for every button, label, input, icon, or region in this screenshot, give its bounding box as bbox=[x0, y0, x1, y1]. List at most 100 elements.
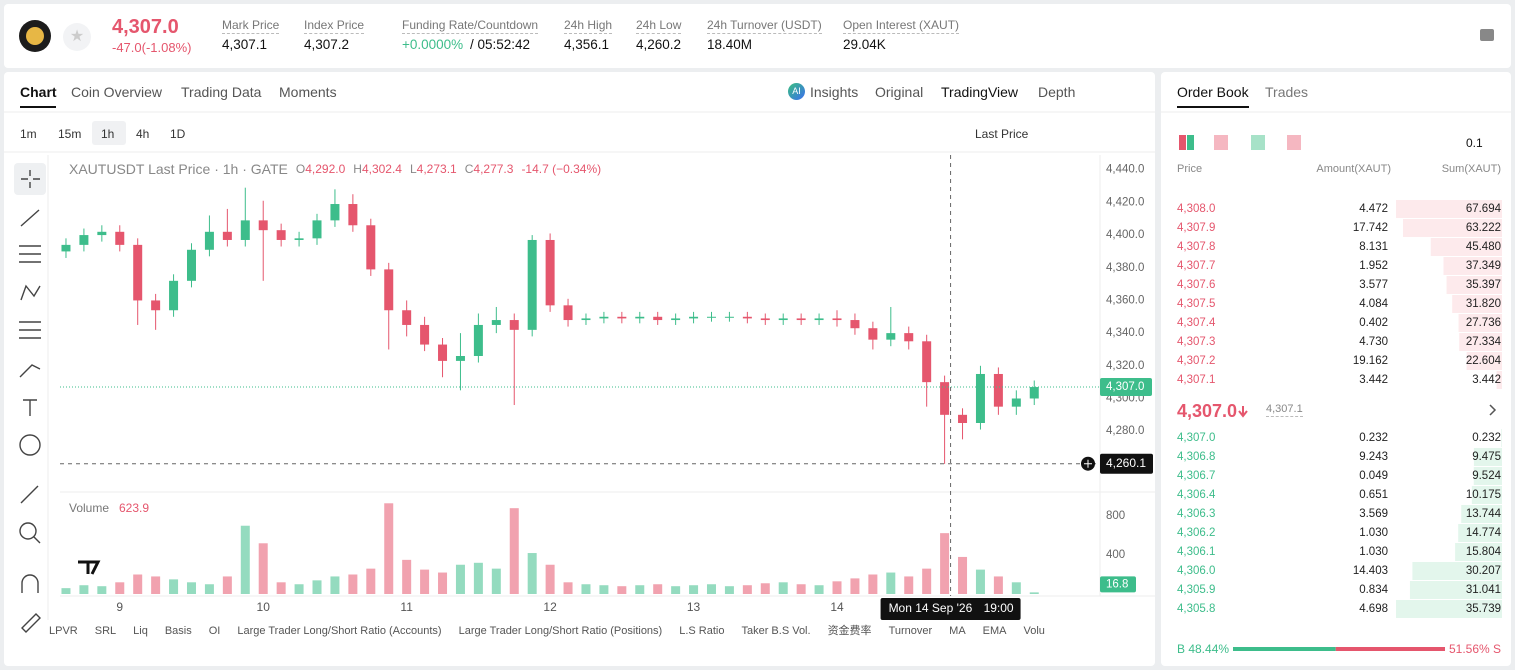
depth-bar bbox=[1461, 505, 1502, 523]
chevron[interactable] bbox=[1489, 404, 1497, 416]
candle-body bbox=[635, 316, 645, 319]
volume-bar bbox=[473, 562, 483, 594]
volume-bar bbox=[545, 564, 555, 594]
legend-key: L bbox=[410, 162, 417, 176]
indicator-tab[interactable]: LPVR bbox=[49, 625, 78, 637]
candle-body bbox=[151, 300, 161, 311]
indicator-tab[interactable]: Large Trader Long/Short Ratio (Positions… bbox=[458, 625, 663, 637]
stat-value: 18.40M bbox=[707, 37, 753, 52]
depth-bar bbox=[1501, 429, 1502, 447]
last-volume-box bbox=[1100, 576, 1136, 593]
ob-price: 4,307.9 bbox=[1177, 222, 1216, 234]
candle-body bbox=[796, 318, 806, 321]
indicator-tab[interactable]: 资金费率 bbox=[827, 625, 872, 637]
indicator-tab[interactable]: OI bbox=[208, 625, 221, 637]
ob-amount: 19.162 bbox=[1352, 355, 1388, 367]
crosshair-hour: 19:00 bbox=[984, 601, 1014, 615]
indicator-tab[interactable]: L.S Ratio bbox=[679, 625, 725, 637]
view-tab[interactable]: Depth bbox=[1038, 84, 1076, 100]
volume-bar bbox=[886, 572, 896, 594]
stat-label: Mark Price bbox=[222, 18, 280, 34]
chart-tab[interactable]: Trading Data bbox=[181, 84, 262, 100]
indicator-tab[interactable]: Taker B.S Vol. bbox=[741, 625, 811, 637]
last-price: 4,307.0 bbox=[112, 16, 179, 38]
candle-body bbox=[1011, 398, 1021, 407]
chart-tab[interactable]: Chart bbox=[20, 84, 57, 100]
ob-layout-icons[interactable] bbox=[1179, 135, 1301, 150]
view-tab[interactable]: TradingView bbox=[941, 84, 1019, 100]
ob-amount: 3.577 bbox=[1359, 279, 1388, 291]
depth-bar bbox=[1446, 276, 1502, 294]
favorite-star[interactable]: ★ bbox=[63, 23, 91, 51]
candle-body bbox=[975, 373, 985, 423]
ob-sum: 31.041 bbox=[1465, 584, 1501, 596]
indicator-tab[interactable]: Volu bbox=[1023, 625, 1045, 637]
legend-value: 4,273.1 bbox=[417, 162, 457, 176]
mark-price: 4,307.1 bbox=[1266, 403, 1303, 417]
stat-value: +0.0000% bbox=[402, 37, 464, 52]
candle-body bbox=[814, 318, 824, 321]
ob-amount: 1.952 bbox=[1359, 260, 1388, 272]
volume-bar bbox=[240, 525, 250, 594]
volume-bar bbox=[79, 585, 89, 594]
interval[interactable]: 1D bbox=[170, 127, 186, 141]
ob-amount: 0.232 bbox=[1359, 432, 1388, 444]
ob-sum: 14.774 bbox=[1465, 527, 1501, 539]
ob-sum: 37.349 bbox=[1465, 260, 1501, 272]
volume-bar bbox=[706, 584, 716, 594]
tv-logo bbox=[78, 560, 101, 575]
ob-sum: 67.694 bbox=[1465, 203, 1501, 215]
volume-bar bbox=[742, 585, 752, 594]
volume-bar bbox=[204, 584, 214, 594]
crosshair-price-box bbox=[1100, 453, 1153, 474]
volume-bar bbox=[563, 582, 573, 594]
candle-body bbox=[581, 318, 591, 321]
volume-bar bbox=[186, 582, 196, 594]
candle-body bbox=[348, 204, 358, 226]
volume-bar bbox=[617, 586, 627, 594]
volume-bar bbox=[904, 576, 914, 594]
stat-label: Index Price bbox=[304, 18, 365, 34]
depth-bar bbox=[1412, 562, 1502, 580]
interval[interactable]: 15m bbox=[58, 127, 82, 141]
candle-body bbox=[169, 280, 179, 311]
x-tick-label: 14 bbox=[830, 600, 844, 614]
sell-ratio-bar bbox=[1335, 647, 1445, 651]
view-tab[interactable]: Insights bbox=[810, 84, 859, 100]
candle-body bbox=[258, 220, 268, 231]
chart-tab[interactable]: Moments bbox=[279, 84, 337, 100]
ob-sum: 10.175 bbox=[1465, 489, 1501, 501]
price-source[interactable]: Last Price bbox=[975, 127, 1029, 141]
candle-body bbox=[186, 249, 196, 281]
interval[interactable]: 1h bbox=[101, 127, 115, 141]
indicator-tab[interactable]: MA bbox=[949, 625, 966, 637]
ob-price: 4,306.4 bbox=[1177, 489, 1216, 501]
interval[interactable]: 1m bbox=[20, 127, 37, 141]
volume-bar bbox=[366, 568, 376, 594]
candle-body bbox=[473, 324, 483, 356]
indicator-tab[interactable]: EMA bbox=[982, 625, 1007, 637]
y-tick-label: 4,340.0 bbox=[1106, 327, 1144, 339]
precision[interactable]: 0.1 bbox=[1466, 136, 1483, 150]
ob-tab[interactable]: Trades bbox=[1265, 84, 1309, 100]
depth-bar bbox=[1458, 314, 1502, 332]
depth-bar bbox=[1452, 295, 1502, 313]
candle-body bbox=[617, 316, 627, 319]
interval[interactable]: 4h bbox=[136, 127, 150, 141]
legend-symbol: XAUTUSDT Last Price · 1h · GATE bbox=[69, 161, 288, 177]
indicator-tab[interactable]: SRL bbox=[94, 625, 117, 637]
volume-bar bbox=[850, 578, 860, 594]
drawing-tools[interactable] bbox=[14, 163, 46, 633]
candle-body bbox=[79, 235, 89, 245]
indicator-tab[interactable]: Large Trader Long/Short Ratio (Accounts) bbox=[237, 625, 442, 637]
view-tab[interactable]: Original bbox=[875, 84, 924, 100]
chart-tab[interactable]: Coin Overview bbox=[71, 84, 163, 100]
candle-body bbox=[563, 305, 573, 321]
indicator-tab[interactable]: Basis bbox=[164, 625, 192, 637]
indicator-tab[interactable]: Turnover bbox=[888, 625, 933, 637]
indicator-tab[interactable]: Liq bbox=[133, 625, 148, 637]
x-tick-label: 13 bbox=[687, 600, 701, 614]
stat-label: Open Interest (XAUT) bbox=[843, 18, 960, 34]
layout-icon[interactable] bbox=[1480, 29, 1494, 41]
